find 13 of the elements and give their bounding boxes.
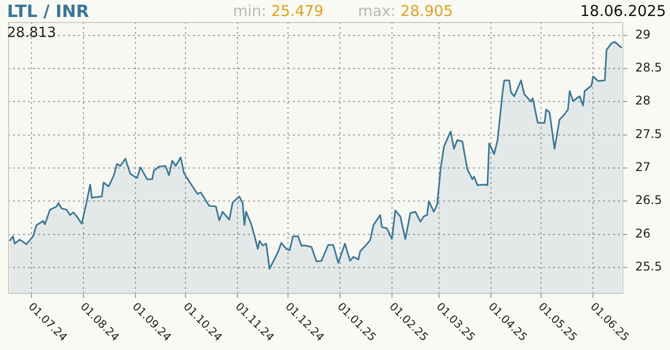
y-tick-label: 27: [635, 160, 651, 174]
y-tick-label: 28.5: [635, 60, 662, 75]
text: 18.06.2025: [580, 2, 666, 20]
y-tick-label: 29: [635, 27, 651, 42]
annotation: 28.813: [7, 25, 56, 41]
text: min: 25.479: [233, 2, 324, 20]
y-tick-label: 25.5: [635, 260, 662, 274]
chart-title: LTL / INR: [7, 2, 90, 22]
text: max: 28.905: [358, 2, 454, 20]
y-tick-label: 28: [635, 94, 651, 108]
y-tick-label: 26.5: [635, 193, 662, 208]
y-tick-label: 27.5: [635, 126, 662, 141]
y-tick-label: 26: [635, 226, 651, 240]
